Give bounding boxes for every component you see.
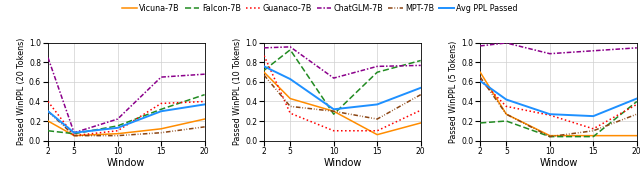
X-axis label: Window: Window xyxy=(107,158,145,168)
Y-axis label: Passed WinPPL (20 Tokens): Passed WinPPL (20 Tokens) xyxy=(17,38,26,145)
Y-axis label: Passed WinPPL (5 Tokens): Passed WinPPL (5 Tokens) xyxy=(449,41,458,143)
X-axis label: Window: Window xyxy=(323,158,362,168)
Legend: Vicuna-7B, Falcon-7B, Guanaco-7B, ChatGLM-7B, MPT-7B, Avg PPL Passed: Vicuna-7B, Falcon-7B, Guanaco-7B, ChatGL… xyxy=(122,4,518,13)
Y-axis label: Passed WinPPL (10 Tokens): Passed WinPPL (10 Tokens) xyxy=(233,38,243,145)
X-axis label: Window: Window xyxy=(540,158,578,168)
